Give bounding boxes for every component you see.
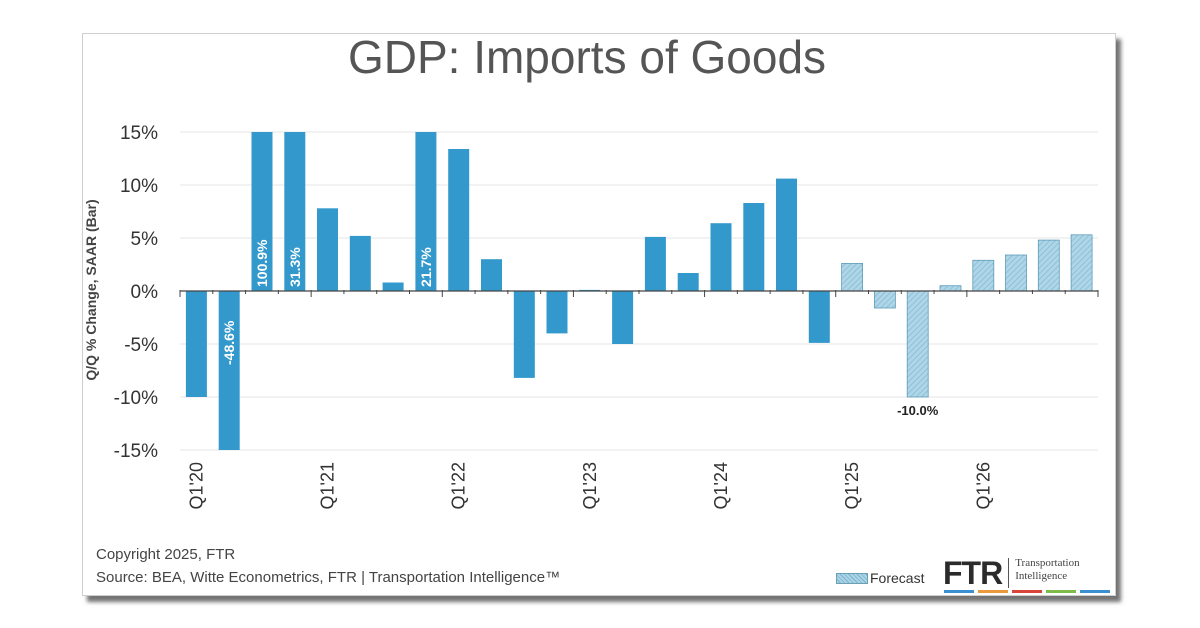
legend-forecast-label: Forecast	[870, 570, 925, 586]
bars	[185, 132, 1093, 450]
y-axis-label: Q/Q % Change, SAAR (Bar)	[83, 199, 99, 380]
bar	[218, 291, 240, 450]
logo-tagline: Transportation Intelligence	[1015, 557, 1079, 583]
logo-stripes	[944, 590, 1114, 593]
y-tick-label: -10%	[114, 388, 158, 409]
bar	[415, 132, 437, 291]
data-label: 21.7%	[418, 247, 434, 287]
bar	[382, 282, 404, 291]
x-axis-ticks: Q1'20 Q1'21 Q1'22 Q1'23 Q1'24 Q1'25 Q1'26	[186, 462, 993, 509]
logo-stripe	[944, 590, 974, 593]
logo-tagline-line2: Intelligence	[1015, 570, 1068, 582]
chart-title: GDP: Imports of Goods	[348, 31, 826, 83]
x-tick-label: Q1'21	[318, 462, 338, 509]
forecast-bar	[1070, 234, 1093, 292]
forecast-bar	[874, 290, 896, 309]
y-tick-label: -15%	[114, 441, 158, 462]
bar	[251, 132, 273, 291]
bar	[644, 236, 666, 291]
bar	[349, 235, 371, 291]
legend: Forecast	[836, 570, 924, 586]
bar	[546, 291, 568, 334]
y-tick-label: 5%	[131, 229, 159, 250]
chart-card	[82, 33, 1116, 596]
copyright-text: Copyright 2025, FTR	[96, 546, 236, 563]
logo-stripe	[1046, 590, 1076, 593]
logo-stripe	[1012, 590, 1042, 593]
data-label: 100.9%	[254, 239, 270, 287]
y-tick-label: 15%	[120, 123, 158, 144]
x-axis	[179, 290, 1099, 297]
y-tick-label: 10%	[120, 176, 158, 197]
data-label: -48.6%	[221, 320, 237, 365]
logo-brand: FTR	[943, 555, 1003, 591]
forecast-bar	[1037, 239, 1060, 292]
bar	[612, 291, 634, 344]
bar	[185, 291, 207, 397]
bar	[808, 291, 830, 343]
bar	[513, 291, 535, 378]
x-tick-label: Q1'24	[711, 462, 731, 509]
data-label: -10.0%	[897, 403, 939, 418]
legend-forecast-swatch	[836, 572, 868, 584]
bar	[284, 132, 306, 291]
x-tick-label: Q1'23	[580, 462, 600, 509]
bar	[677, 273, 699, 291]
bar	[710, 223, 732, 291]
forecast-bar	[939, 285, 962, 292]
forecast-bar	[972, 259, 995, 292]
y-tick-label: 0%	[131, 282, 159, 303]
logo-stripe	[1080, 590, 1110, 593]
logo-tagline-line1: Transportation	[1015, 557, 1080, 569]
x-tick-label: Q1'25	[842, 462, 862, 509]
bar	[776, 178, 797, 291]
logo-stripe	[978, 590, 1008, 593]
y-tick-label: -5%	[124, 335, 158, 356]
forecast-bar	[1005, 254, 1027, 292]
forecast-bar	[841, 262, 863, 292]
ftr-logo: FTR Transportation Intelligence	[943, 556, 1080, 590]
x-tick-label: Q1'20	[186, 462, 206, 509]
x-tick-label: Q1'26	[973, 462, 993, 509]
source-text: Source: BEA, Witte Econometrics, FTR | T…	[96, 569, 561, 586]
y-axis-ticks: 15% 10% 5% 0% -5% -10% -15%	[114, 123, 158, 462]
data-label: 31.3%	[287, 247, 303, 287]
bar	[317, 208, 338, 291]
bar	[448, 149, 470, 291]
forecast-bar	[906, 290, 929, 398]
data-labels: -48.6% 100.9% 31.3% 21.7% -10.0%	[221, 239, 939, 418]
logo-separator	[1008, 558, 1010, 588]
x-tick-label: Q1'22	[449, 462, 469, 509]
bar	[743, 203, 765, 291]
bar	[481, 259, 502, 291]
